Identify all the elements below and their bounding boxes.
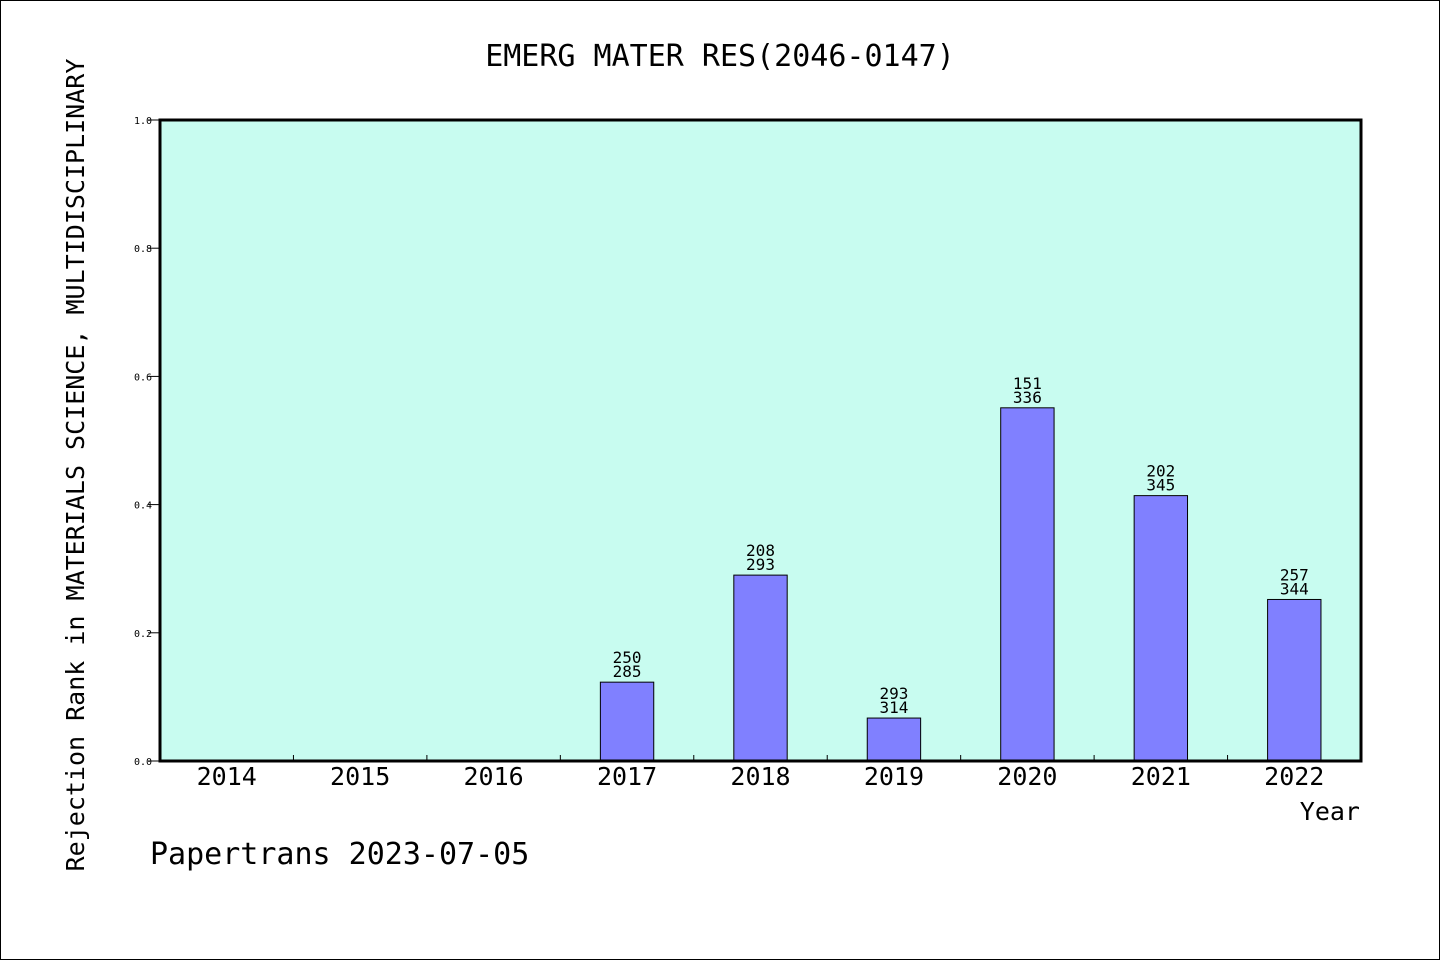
y-tick-label: 0.0: [134, 757, 152, 768]
bar-label-top: 250: [613, 648, 642, 667]
bar-label-top: 151: [1013, 374, 1042, 393]
bar-label-bottom: 285: [613, 662, 642, 681]
y-tick-label: 0.4: [134, 501, 152, 512]
y-axis-label: Rejection Rank in MATERIALS SCIENCE, MUL…: [61, 59, 90, 872]
y-tick-label: 0.8: [134, 244, 152, 255]
x-axis: 2014 2015 2016 2017 2018 2019 2020 2021 2022: [197, 755, 1324, 791]
y-tick-label: 0.2: [134, 629, 152, 640]
y-axis: 0.0 0.2 0.4 0.6 0.8 1.0: [134, 116, 160, 768]
bar-label-top: 257: [1280, 565, 1309, 584]
x-tick-label: 2014: [197, 762, 257, 791]
x-tick-label: 2019: [864, 762, 924, 791]
bar-2020: [1000, 407, 1055, 762]
bar-label-bottom: 336: [1013, 388, 1042, 407]
x-tick-label: 2016: [464, 762, 524, 791]
x-tick-label: 2017: [597, 762, 657, 791]
x-tick-label: 2018: [730, 762, 790, 791]
bar-label-top: 202: [1146, 462, 1175, 481]
chart-title: EMERG MATER RES(2046-0147): [485, 39, 955, 74]
bars-layer: [599, 407, 1322, 762]
x-tick-label: 2020: [997, 762, 1057, 791]
x-tick-label: 2021: [1131, 762, 1191, 791]
bar-label-bottom: 314: [879, 698, 908, 717]
bar-2021: [1133, 495, 1189, 762]
bar-label-bottom: 344: [1280, 579, 1309, 598]
bar-label-bottom: 345: [1146, 476, 1175, 495]
bar-2017: [599, 681, 655, 762]
bar-2022: [1267, 598, 1322, 762]
footer-credit: Papertrans 2023-07-05: [150, 837, 529, 872]
y-tick-label: 0.6: [134, 372, 152, 383]
plot-frame: [158, 118, 1363, 763]
x-tick-label: 2022: [1264, 762, 1324, 791]
bar-label-bottom: 293: [746, 555, 775, 574]
bar-label-top: 293: [879, 684, 908, 703]
x-tick-label: 2015: [330, 762, 390, 791]
y-tick-label: 1.0: [134, 116, 152, 127]
bar-2018: [733, 574, 788, 762]
bar-label-top: 208: [746, 541, 775, 560]
x-axis-label: Year: [1300, 797, 1360, 826]
bar-2019: [866, 717, 922, 762]
